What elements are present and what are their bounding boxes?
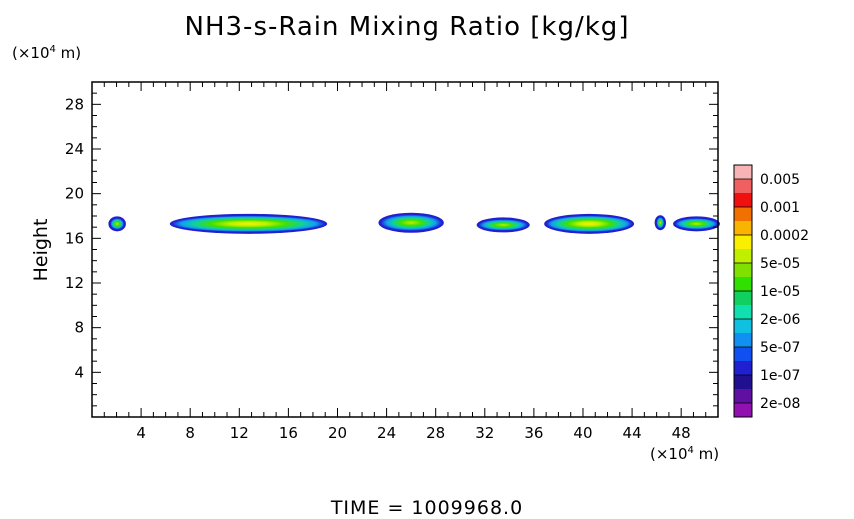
- y-tick-label: 28: [65, 95, 84, 113]
- time-label: TIME = 1009968.0: [330, 497, 524, 519]
- colorbar-cell: [734, 291, 752, 306]
- colorbar-cell: [734, 277, 752, 292]
- colorbar-label: 2e-08: [760, 396, 800, 412]
- colorbar-cell: [734, 403, 752, 418]
- colorbar-cell: [734, 221, 752, 236]
- x-tick-label: 28: [426, 424, 445, 442]
- data-regions: [108, 212, 720, 234]
- x-tick-label: 32: [475, 424, 494, 442]
- x-tick-label: 16: [279, 424, 298, 442]
- x-axis-unit: (×104 m): [650, 445, 720, 463]
- x-tick-label: 48: [672, 424, 691, 442]
- y-tick-label: 24: [65, 140, 84, 158]
- region: [380, 214, 442, 231]
- colorbar-cell: [734, 319, 752, 334]
- colorbar-label: 2e-06: [760, 312, 800, 328]
- colorbar-cell: [734, 235, 752, 250]
- colorbar-cell: [734, 263, 752, 278]
- region: [110, 218, 124, 230]
- colorbar: 0.005 0.001 0.0002 5e-05 1e-05 2e-06 5e-07 1e-0…: [733, 164, 809, 418]
- colorbar-cell: [734, 179, 752, 194]
- x-tick-label: 8: [185, 424, 195, 442]
- colorbar-label: 1e-07: [760, 368, 800, 384]
- colorbar-label: 0.005: [760, 172, 800, 188]
- colorbar-cell: [734, 333, 752, 348]
- y-tick-label: 12: [65, 274, 84, 292]
- colorbar-cell: [734, 347, 752, 362]
- region: [546, 215, 633, 232]
- colorbar-cell: [734, 207, 752, 222]
- colorbar-cell: [734, 389, 752, 404]
- x-tick-label: 4: [136, 424, 146, 442]
- x-tick-label: 24: [377, 424, 396, 442]
- colorbar-cell: [734, 361, 752, 376]
- x-tick-label: 40: [573, 424, 592, 442]
- colorbar-label: 5e-05: [760, 256, 800, 272]
- y-tick-label: 4: [74, 363, 84, 381]
- y-tick-label: 8: [74, 319, 84, 337]
- y-tick-label: 16: [65, 229, 84, 247]
- x-tick-label: 44: [623, 424, 642, 442]
- y-axis-unit: (×104 m): [12, 44, 82, 62]
- colorbar-label: 0.0002: [760, 228, 809, 244]
- x-tick-label: 12: [230, 424, 249, 442]
- colorbar-label: 1e-05: [760, 284, 800, 300]
- x-tick-label: 36: [524, 424, 543, 442]
- y-tick-label: 20: [65, 185, 84, 203]
- colorbar-label: 0.001: [760, 200, 800, 216]
- plot-frame: [91, 81, 719, 418]
- colorbar-label: 5e-07: [760, 340, 800, 356]
- chart-title: NH3-s-Rain Mixing Ratio [kg/kg]: [184, 12, 630, 42]
- colorbar-cell: [734, 375, 752, 390]
- region: [478, 219, 528, 231]
- x-tick-label: 20: [328, 424, 347, 442]
- region: [656, 217, 664, 229]
- region: [171, 215, 326, 232]
- region: [675, 218, 718, 230]
- colorbar-cell: [734, 165, 752, 180]
- colorbar-cell: [734, 249, 752, 264]
- colorbar-cell: [734, 305, 752, 320]
- colorbar-cell: [734, 193, 752, 208]
